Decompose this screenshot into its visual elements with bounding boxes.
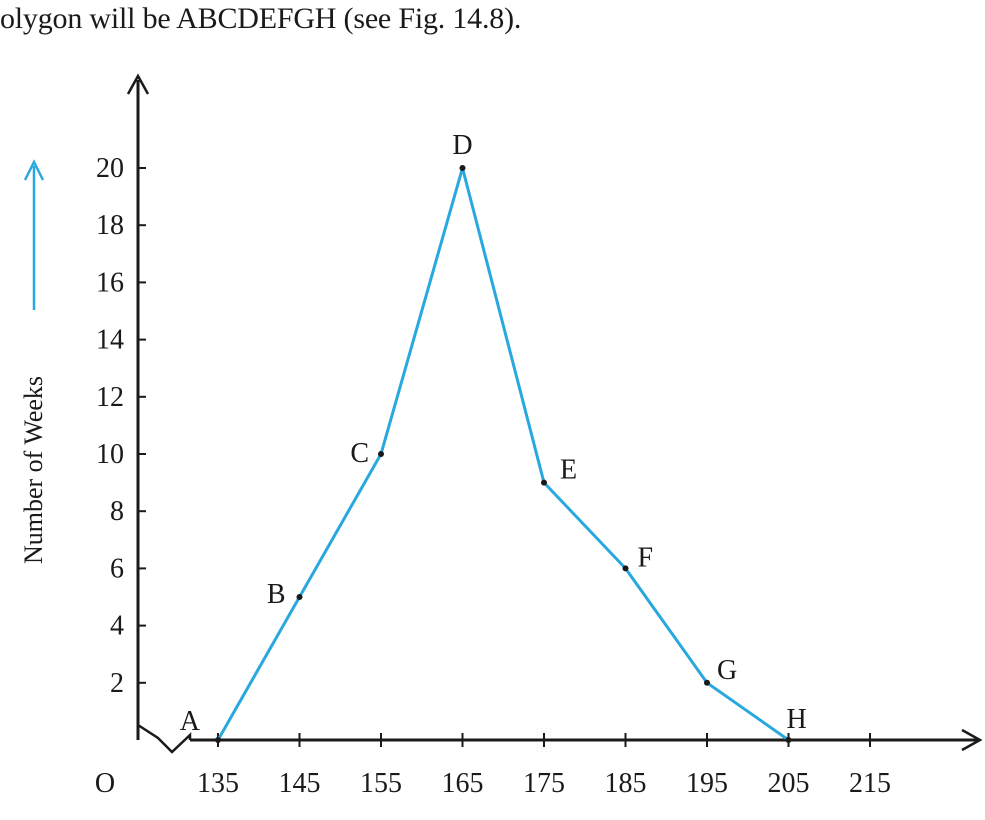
y-tick-label: 14: [96, 325, 124, 356]
data-point-e: [541, 479, 547, 486]
axes: [126, 73, 983, 754]
x-axis-arrowhead: [961, 728, 983, 752]
series-polyline: [216, 166, 790, 742]
point-label-f: F: [638, 542, 654, 573]
point-label-h: H: [787, 704, 807, 735]
x-axis-ticks: 135 145 155 165 175 185 195 205 215: [197, 733, 891, 799]
caption-text: olygon will be ABCDEFGH (see Fig. 14.8).: [0, 2, 522, 35]
y-tick-label: 6: [110, 553, 124, 584]
data-points: A B C D E F G H: [180, 130, 807, 743]
axis-break: [137, 723, 192, 754]
series-line: [216, 166, 790, 742]
y-tick-label: 18: [96, 210, 124, 241]
x-tick-label: 205: [768, 768, 810, 799]
data-point-g: [704, 679, 710, 686]
data-point-h: [785, 737, 792, 743]
y-tick-label: 10: [96, 439, 124, 470]
point-label-g: G: [717, 655, 737, 686]
data-point-f: [622, 565, 629, 572]
x-tick-label: 165: [442, 768, 484, 799]
y-tick-label: 8: [110, 496, 124, 527]
x-tick-label: 175: [523, 768, 565, 799]
y-tick-label: 20: [96, 153, 124, 184]
x-tick-label: 155: [360, 768, 402, 799]
y-tick-label: 4: [110, 611, 124, 642]
y-axis-label: Number of Weeks: [19, 376, 48, 564]
x-tick-label: 195: [686, 768, 728, 799]
x-tick-label: 215: [849, 768, 891, 799]
y-label-arrowhead: [23, 159, 45, 181]
y-label-arrow: [23, 159, 45, 310]
origin-label: O: [95, 768, 115, 799]
point-label-b: B: [267, 579, 286, 610]
y-axis-ticks: 2 4 6 8 10 12 14 16 18 20: [96, 153, 146, 699]
y-tick-label: 2: [110, 668, 124, 699]
point-label-e: E: [560, 455, 577, 486]
data-point-b: [296, 594, 303, 600]
x-tick-label: 185: [605, 768, 647, 799]
x-tick-label: 135: [197, 768, 239, 799]
y-axis-arrowhead: [126, 73, 150, 95]
y-tick-label: 16: [96, 267, 124, 298]
point-label-d: D: [452, 130, 472, 161]
point-label-a: A: [180, 706, 201, 737]
data-point-a: [215, 737, 221, 743]
y-tick-label: 12: [96, 382, 124, 413]
x-tick-label: 145: [279, 768, 321, 799]
data-point-c: [378, 451, 384, 457]
data-point-d: [459, 165, 466, 171]
point-label-c: C: [350, 438, 369, 469]
